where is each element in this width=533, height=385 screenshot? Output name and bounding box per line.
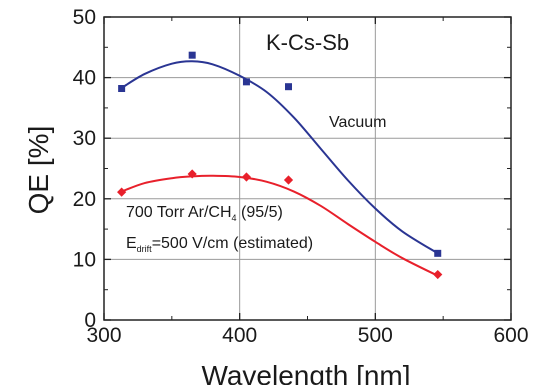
drift-field-subscript: drift [137,244,153,254]
x-tick-label: 400 [222,324,257,347]
data-point-square [242,78,250,86]
data-point-diamond [241,172,252,182]
data-point-square [285,83,293,91]
x-tick-label: 600 [493,324,528,347]
data-markers [117,51,443,280]
y-tick-label: 30 [73,127,96,150]
y-tick-label: 50 [73,6,96,29]
y-tick-label: 40 [73,67,96,90]
x-tick-label: 300 [86,324,121,347]
gas-condition-ratio: (95/5) [237,204,283,221]
drift-field-symbol: E [126,235,137,252]
y-tick-label: 20 [73,188,96,211]
axis-ticks [103,16,512,321]
y-tick-label: 0 [84,309,96,332]
fit-curves [121,60,439,277]
drift-field-label: Edrift=500 V/cm (estimated) [126,235,313,254]
gas-condition-label: 700 Torr Ar/CH4 (95/5) [126,204,283,223]
vacuum-series-label: Vacuum [329,114,387,131]
y-tick-label: 10 [73,248,96,271]
data-point-diamond [117,187,127,197]
data-point-diamond [283,175,294,185]
gas-condition-subscript: 4 [232,213,237,223]
drift-field-value: =500 V/cm (estimated) [152,235,313,252]
data-point-square [118,85,126,93]
y-axis-label: QE [%] [23,126,54,215]
data-point-square [434,249,442,257]
x-tick-labels: 300 400 500 600 [86,324,528,347]
data-point-square [188,51,196,59]
grid-lines [104,17,511,320]
y-tick-labels: 0 10 20 30 40 50 [73,6,96,332]
chart-title: K-Cs-Sb [266,30,349,55]
fit-curve-series-1 [121,174,439,277]
x-tick-label: 500 [358,324,393,347]
x-axis-label: Wavelength [nm] [201,360,410,385]
fit-curve-series-0 [121,60,439,255]
data-point-diamond [187,169,197,179]
data-point-diamond [433,269,443,280]
gas-condition-text: 700 Torr Ar/CH [126,204,232,221]
plot-frame [103,16,512,321]
